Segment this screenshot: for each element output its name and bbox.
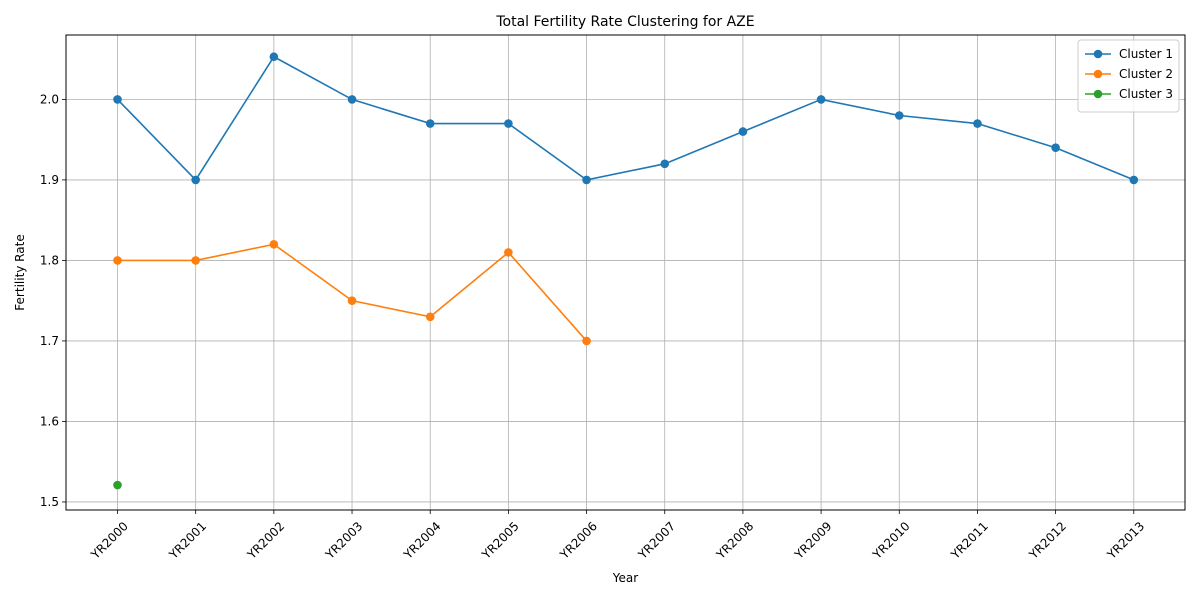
x-tick-label: YR2005 — [479, 519, 522, 562]
y-tick-label: 2.0 — [40, 92, 59, 106]
x-tick-label: YR2002 — [244, 519, 287, 562]
y-axis: 1.5 1.6 1.7 1.8 1.9 2.0 — [40, 92, 66, 509]
legend-item-3: Cluster 3 — [1085, 87, 1173, 101]
plot-frame — [65, 34, 1186, 511]
series-2 — [113, 240, 591, 346]
x-tick-label: YR2010 — [869, 519, 912, 562]
data-point — [113, 256, 122, 265]
x-tick-label: YR2008 — [713, 519, 756, 562]
data-point — [582, 336, 591, 346]
x-axis: YR2000 YR2001 YR2002 YR2003 YR2004 YR2005 YR20… — [88, 510, 1147, 562]
x-tick-label: YR2012 — [1026, 519, 1069, 562]
data-point — [269, 240, 279, 249]
data-point — [894, 111, 904, 120]
data-point — [113, 480, 122, 490]
y-tick-label: 1.9 — [40, 173, 59, 187]
x-tick-label: YR2001 — [166, 519, 209, 562]
chart-title: Total Fertility Rate Clustering for AZE — [495, 14, 754, 30]
x-tick-label: YR2000 — [88, 519, 131, 562]
data-point — [660, 159, 670, 169]
x-axis-label: Year — [612, 571, 638, 585]
data-point — [113, 95, 122, 104]
data-point — [425, 119, 435, 128]
legend-label: Cluster 2 — [1119, 67, 1173, 81]
data-point — [738, 127, 748, 136]
data-point — [816, 95, 826, 104]
data-point — [269, 52, 279, 62]
data-point — [582, 175, 591, 185]
series-layer — [113, 52, 1139, 490]
legend-item-2: Cluster 2 — [1085, 67, 1173, 81]
y-tick-label: 1.8 — [40, 253, 59, 267]
data-point — [1129, 175, 1139, 185]
legend-marker — [1093, 89, 1103, 99]
legend-label: Cluster 1 — [1119, 47, 1173, 61]
x-tick-label: YR2006 — [557, 519, 600, 562]
x-tick-label: YR2004 — [400, 519, 443, 562]
y-tick-label: 1.6 — [40, 414, 59, 428]
series-1 — [113, 52, 1139, 185]
data-point — [973, 119, 982, 128]
x-tick-label: YR2011 — [948, 519, 991, 562]
data-point — [504, 248, 513, 257]
series-3 — [113, 480, 122, 490]
x-tick-label: YR2003 — [322, 519, 365, 562]
x-tick-label: YR2013 — [1104, 519, 1147, 562]
x-tick-label: YR2007 — [635, 519, 678, 562]
legend-label: Cluster 3 — [1119, 87, 1173, 101]
x-tick-label: YR2009 — [791, 519, 834, 562]
y-axis-label: Fertility Rate — [13, 234, 27, 310]
series-line — [116, 55, 1135, 182]
grid — [66, 35, 1185, 510]
data-point — [191, 256, 200, 265]
y-tick-label: 1.5 — [40, 495, 59, 509]
legend-marker — [1093, 69, 1103, 79]
y-tick-label: 1.7 — [40, 334, 59, 348]
data-point — [347, 95, 357, 104]
legend: Cluster 1 Cluster 2 Cluster 3 — [1077, 39, 1180, 113]
legend-item-1: Cluster 1 — [1085, 47, 1173, 61]
data-point — [425, 312, 435, 322]
legend-marker — [1093, 49, 1103, 59]
data-point — [504, 119, 513, 128]
data-point — [1051, 143, 1060, 153]
data-point — [191, 175, 200, 185]
data-point — [347, 296, 357, 305]
